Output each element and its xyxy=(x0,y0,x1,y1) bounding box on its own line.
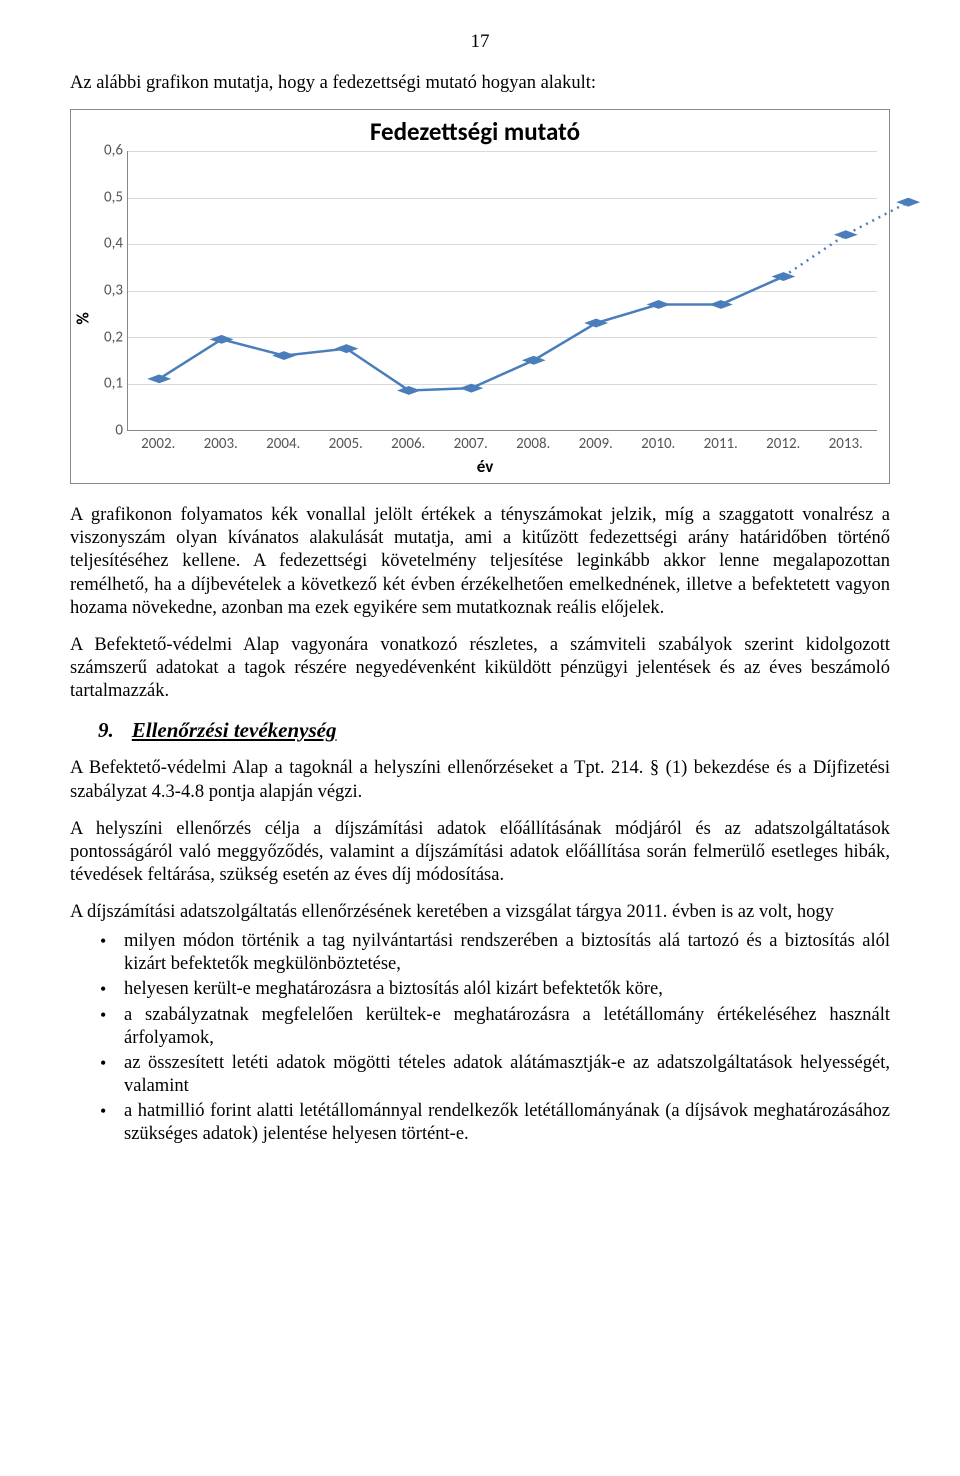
page-number: 17 xyxy=(70,30,890,54)
list-item: a hatmillió forint alatti letétállománny… xyxy=(70,1100,890,1146)
data-marker xyxy=(398,387,419,395)
x-tick-label: 2013. xyxy=(815,435,878,454)
data-marker xyxy=(835,231,856,239)
x-tick-label: 2002. xyxy=(127,435,190,454)
list-item: helyesen került-e meghatározásra a bizto… xyxy=(70,978,890,1001)
solid-line xyxy=(159,277,783,391)
section-heading: 9. Ellenőrzési tevékenység xyxy=(98,717,890,743)
y-tick-label: 0 xyxy=(115,422,123,441)
x-tick-label: 2004. xyxy=(252,435,315,454)
y-tick-label: 0,1 xyxy=(104,375,123,394)
data-marker xyxy=(898,198,919,206)
list-item: milyen módon történik a tag nyilvántartá… xyxy=(70,930,890,976)
y-tick-label: 0,5 xyxy=(104,188,123,207)
list-item: az összesített letéti adatok mögötti tét… xyxy=(70,1052,890,1098)
data-marker xyxy=(336,345,357,353)
coverage-chart: Fedezettségi mutató % 0 0,1 0,2 0,3 0,4 0,5 0,… xyxy=(70,109,890,484)
x-tick-label: 2006. xyxy=(377,435,440,454)
x-tick-label: 2012. xyxy=(752,435,815,454)
chart-title: Fedezettségi mutató xyxy=(73,116,877,147)
x-ticks: 2002.2003.2004.2005.2006.2007.2008.2009.… xyxy=(127,435,877,454)
y-tick-label: 0,2 xyxy=(104,328,123,347)
x-tick-label: 2011. xyxy=(690,435,753,454)
x-tick-label: 2008. xyxy=(502,435,565,454)
y-ticks: 00,10,20,30,40,50,6 xyxy=(93,151,127,431)
section-title: Ellenőrzési tevékenység xyxy=(132,717,337,743)
intro-text: Az alábbi grafikon mutatja, hogy a fedez… xyxy=(70,72,890,95)
x-tick-label: 2003. xyxy=(190,435,253,454)
chart-grid xyxy=(127,151,877,431)
x-axis-label: év xyxy=(93,456,877,477)
paragraph-1: A grafikonon folyamatos kék vonallal jel… xyxy=(70,504,890,620)
x-tick-label: 2010. xyxy=(627,435,690,454)
list-item: a szabályzatnak megfelelően kerültek-e m… xyxy=(70,1004,890,1050)
y-tick-label: 0,4 xyxy=(104,235,123,254)
section-number: 9. xyxy=(98,717,114,743)
bullet-list: milyen módon történik a tag nyilvántartá… xyxy=(70,930,890,1146)
paragraph-4: A helyszíni ellenőrzés célja a díjszámít… xyxy=(70,818,890,887)
plot-area: 00,10,20,30,40,50,6 xyxy=(93,151,877,431)
paragraph-3: A Befektető-védelmi Alap a tagoknál a he… xyxy=(70,757,890,803)
data-marker xyxy=(149,375,170,383)
x-tick-label: 2009. xyxy=(565,435,628,454)
y-axis-label: % xyxy=(72,304,93,324)
dashed-line xyxy=(783,202,908,276)
chart-series xyxy=(128,151,877,430)
paragraph-2: A Befektető-védelmi Alap vagyonára vonat… xyxy=(70,634,890,703)
x-tick-label: 2007. xyxy=(440,435,503,454)
paragraph-5: A díjszámítási adatszolgáltatás ellenőrz… xyxy=(70,901,890,924)
y-tick-label: 0,6 xyxy=(104,142,123,161)
y-tick-label: 0,3 xyxy=(104,282,123,301)
x-tick-label: 2005. xyxy=(315,435,378,454)
